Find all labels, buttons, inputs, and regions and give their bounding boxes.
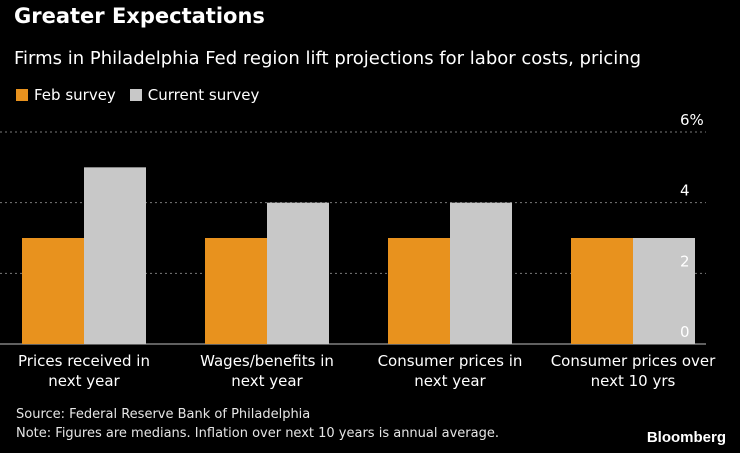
bars-layer [22, 167, 695, 344]
bar-current [84, 167, 146, 344]
category-labels-layer: Prices received in next year Wages/benefit… [18, 352, 716, 390]
y-tick-label: 4 [680, 182, 690, 200]
bar-feb [571, 238, 633, 344]
legend-item-feb: Feb survey [16, 86, 116, 104]
bar-feb [22, 238, 84, 344]
category-label: next year [231, 372, 303, 390]
bar-feb [205, 238, 267, 344]
bar-current [450, 202, 512, 344]
category-label: next year [48, 372, 120, 390]
category-label: next year [414, 372, 486, 390]
category-label: Consumer prices in [378, 352, 523, 370]
category-label: next 10 yrs [591, 372, 676, 390]
legend-label-feb: Feb survey [34, 86, 116, 104]
category-label: Consumer prices over [551, 352, 716, 370]
y-tick-label: 6% [680, 111, 704, 129]
legend-swatch-feb [16, 89, 28, 101]
chart-subtitle: Firms in Philadelphia Fed region lift pr… [14, 48, 642, 69]
bloomberg-logo: Bloomberg [646, 429, 726, 446]
y-tick-label: 2 [680, 252, 690, 270]
bar-feb [388, 238, 450, 344]
legend-swatch-current [129, 89, 142, 101]
category-label: Prices received in [18, 352, 150, 370]
ticks-layer: 0 2 4 6% [680, 111, 704, 341]
bar-current [633, 238, 695, 344]
y-tick-label: 0 [680, 323, 690, 341]
source-note: Source: Federal Reserve Bank of Philadel… [16, 407, 311, 422]
methodology-note: Note: Figures are medians. Inflation ove… [16, 426, 499, 441]
category-label: Wages/benefits in [200, 352, 334, 370]
legend-label-current: Current survey [147, 86, 260, 104]
bar-current [267, 202, 329, 344]
legend: Feb survey Current survey [16, 86, 273, 104]
legend-item-current: Current survey [129, 86, 260, 104]
footer: Source: Federal Reserve Bank of Philadel… [16, 405, 499, 443]
chart-title: Greater Expectations [14, 4, 265, 28]
